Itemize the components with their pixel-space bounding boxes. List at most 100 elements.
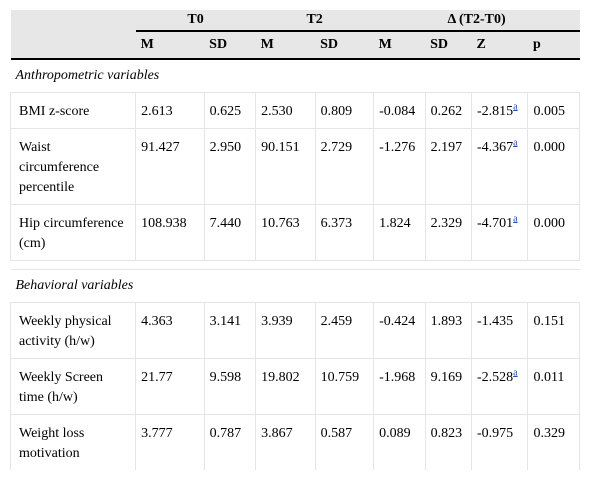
cell-z: -4.367a <box>470 128 529 205</box>
cell-value: 7.440 <box>209 216 242 231</box>
cell-value: 6.373 <box>320 216 353 231</box>
cell-t0-m: 91.427 <box>135 128 205 205</box>
table-row: Waist circumference percentile 91.427 2.95… <box>10 128 580 205</box>
cell-delta-sd: 2.329 <box>424 204 472 261</box>
cell-value: -4.367 <box>476 140 514 155</box>
row-label: Weekly physical activity (h/w) <box>10 302 137 359</box>
cell-value: 2.729 <box>320 140 353 155</box>
results-table-container: T0 T2 Δ (T2-T0) M SD M SD M SD Z p Anthr… <box>10 10 580 470</box>
footnote-link[interactable]: a <box>513 101 518 113</box>
cell-value: 2.950 <box>209 140 242 155</box>
cell-p: 0.005 <box>527 92 580 129</box>
cell-t2-m: 10.763 <box>255 204 316 261</box>
cell-delta-m: -1.968 <box>373 358 426 415</box>
row-label: BMI z-score <box>10 92 137 129</box>
cell-t2-sd: 2.729 <box>314 128 375 205</box>
cell-value: 2.197 <box>430 140 463 155</box>
sub-header-t2-m: M <box>255 31 316 60</box>
cell-delta-sd: 9.169 <box>424 358 472 415</box>
cell-value: 2.613 <box>141 104 173 119</box>
table-row: Hip circumference (cm) 108.938 7.440 10.763… <box>10 204 580 261</box>
cell-t2-sd: 0.587 <box>314 414 375 470</box>
cell-value: -0.424 <box>379 314 416 329</box>
table-row: Weekly Screen time (h/w) 21.77 9.598 19.802… <box>10 358 580 415</box>
cell-delta-sd: 0.823 <box>424 414 472 470</box>
cell-z: -0.975 <box>470 414 529 470</box>
group-header-t0: T0 <box>135 10 256 32</box>
cell-value: 10.763 <box>261 216 300 231</box>
cell-value: 1.893 <box>430 314 463 329</box>
cell-value: 0.151 <box>533 314 565 329</box>
cell-value: 0.625 <box>209 104 242 119</box>
cell-delta-sd: 1.893 <box>424 302 472 359</box>
cell-value: 0.787 <box>209 426 242 441</box>
cell-t0-sd: 9.598 <box>203 358 257 415</box>
cell-value: -0.084 <box>379 104 416 119</box>
cell-t2-sd: 10.759 <box>314 358 375 415</box>
row-label: Hip circumference (cm) <box>10 204 137 261</box>
cell-value: 21.77 <box>141 370 173 385</box>
group-header-t2: T2 <box>255 10 374 32</box>
group-header-row: T0 T2 Δ (T2-T0) <box>10 10 580 32</box>
cell-z: -1.435 <box>470 302 529 359</box>
cell-value: 3.939 <box>261 314 293 329</box>
cell-value: 90.151 <box>261 140 300 155</box>
group-header-delta: Δ (T2-T0) <box>373 10 580 32</box>
cell-t0-sd: 0.787 <box>203 414 257 470</box>
cell-value: -4.701 <box>476 216 514 231</box>
cell-p: 0.329 <box>527 414 580 470</box>
cell-t2-m: 90.151 <box>255 128 316 205</box>
table-row: Weekly physical activity (h/w) 4.363 3.141… <box>10 302 580 359</box>
cell-value: 0.262 <box>430 104 463 119</box>
cell-value: -0.975 <box>476 426 514 441</box>
cell-value: 3.867 <box>261 426 293 441</box>
cell-t2-m: 3.867 <box>255 414 316 470</box>
cell-t2-m: 2.530 <box>255 92 316 129</box>
cell-t0-m: 3.777 <box>135 414 205 470</box>
footnote-link[interactable]: a <box>513 213 518 225</box>
cell-value: 0.005 <box>533 104 565 119</box>
footnote-link[interactable]: a <box>513 137 518 149</box>
sub-header-t2-sd: SD <box>315 31 374 60</box>
section-header-row: Behavioral variables <box>10 269 580 303</box>
cell-t2-sd: 2.459 <box>314 302 375 359</box>
footnote-link[interactable]: a <box>513 367 518 379</box>
cell-delta-m: -0.084 <box>373 92 426 129</box>
cell-delta-m: 1.824 <box>373 204 426 261</box>
sub-header-delta-m: M <box>373 31 426 60</box>
cell-t0-m: 21.77 <box>135 358 205 415</box>
cell-delta-m: 0.089 <box>373 414 426 470</box>
cell-value: 9.169 <box>430 370 463 385</box>
table-body: Anthropometric variables BMI z-score 2.613… <box>10 59 580 470</box>
sub-header-t0-sd: SD <box>204 31 256 60</box>
sub-header-row: M SD M SD M SD Z p <box>10 31 580 60</box>
cell-value: -1.435 <box>476 314 514 329</box>
cell-value: 19.802 <box>261 370 300 385</box>
section-header-row: Anthropometric variables <box>10 59 580 93</box>
cell-z: -2.528a <box>470 358 529 415</box>
cell-t0-sd: 3.141 <box>203 302 257 359</box>
cell-value: 0.011 <box>533 370 565 385</box>
cell-value: -1.276 <box>379 140 416 155</box>
cell-delta-sd: 2.197 <box>424 128 472 205</box>
sub-header-delta-sd: SD <box>425 31 472 60</box>
sub-header-z: Z <box>471 31 528 60</box>
cell-value: -2.528 <box>476 370 514 385</box>
cell-t2-sd: 6.373 <box>314 204 375 261</box>
cell-delta-m: -0.424 <box>373 302 426 359</box>
sub-header-blank <box>10 31 136 60</box>
cell-t0-sd: 0.625 <box>203 92 257 129</box>
results-table: T0 T2 Δ (T2-T0) M SD M SD M SD Z p Anthr… <box>10 10 580 470</box>
cell-value: 0.000 <box>533 140 565 155</box>
table-row: BMI z-score 2.613 0.625 2.530 0.809 -0.084 0.2… <box>10 92 580 129</box>
cell-value: 0.587 <box>320 426 353 441</box>
cell-t0-sd: 2.950 <box>203 128 257 205</box>
cell-value: -2.815 <box>476 104 514 119</box>
cell-t2-m: 3.939 <box>255 302 316 359</box>
cell-value: 0.329 <box>533 426 565 441</box>
row-label: Waist circumference percentile <box>10 128 137 205</box>
cell-value: 9.598 <box>209 370 242 385</box>
cell-value: 0.089 <box>379 426 411 441</box>
cell-value: 10.759 <box>320 370 360 385</box>
row-label: Weight loss motivation <box>10 414 137 470</box>
